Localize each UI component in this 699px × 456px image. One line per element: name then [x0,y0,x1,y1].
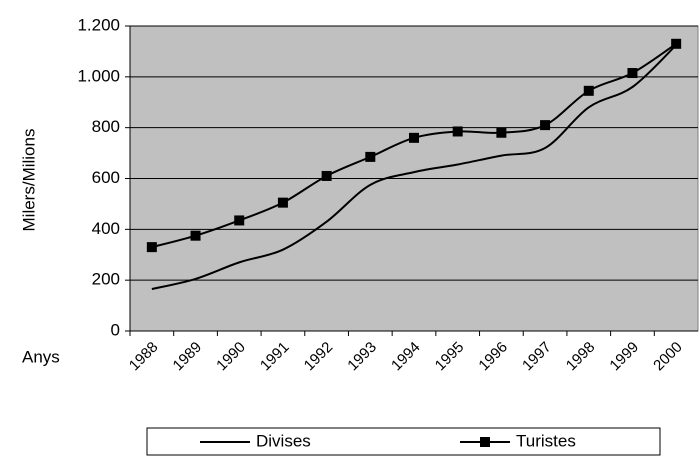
point-marker [671,38,682,49]
x-tick-label: 1998 [563,339,599,375]
x-tick-label: 1995 [432,339,468,375]
x-tick-label: 1994 [388,339,424,375]
x-tick-label: 1996 [475,339,511,375]
x-axis-title: Anys [22,347,60,366]
point-marker [365,151,376,162]
point-marker [583,85,594,96]
point-marker [627,68,638,79]
x-tick-label: 1988 [126,339,162,375]
x-tick-label: 1997 [519,339,555,375]
legend-label: Divises [256,431,311,450]
legend-box [146,427,661,456]
x-tick-label: 1990 [213,339,249,375]
y-tick-label: 200 [92,270,120,289]
x-tick-label: 1999 [606,339,642,375]
y-tick-label: 1.200 [77,15,120,34]
y-tick-label: 400 [92,219,120,238]
point-marker [321,170,332,181]
x-tick-label: 1989 [170,339,206,375]
point-marker [146,242,157,253]
point-marker [540,120,551,131]
point-marker [190,230,201,241]
point-marker [409,132,419,143]
x-tick-label: 1992 [301,339,337,375]
point-marker [234,215,245,226]
x-tick-label: 1991 [257,339,293,375]
y-tick-label: 0 [111,320,120,339]
x-tick-label: 2000 [650,339,686,375]
point-marker [496,127,507,138]
series-line [151,44,677,291]
y-tick-label: 600 [92,168,120,187]
y-tick-label: 800 [92,117,120,136]
point-marker [277,197,288,208]
point-marker [452,126,463,137]
y-axis-title: Milers/Milions [19,129,38,232]
y-tick-label: 1.000 [77,66,120,85]
legend-label: Turistes [516,431,576,450]
legend-marker [480,437,490,447]
x-tick-label: 1993 [344,339,380,375]
